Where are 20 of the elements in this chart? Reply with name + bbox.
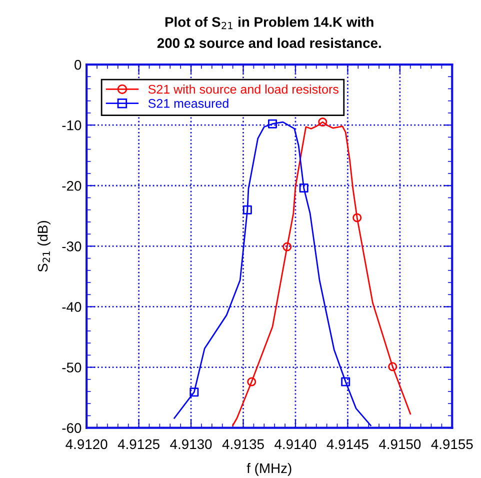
- legend-label: S21 with source and load resistors: [148, 84, 338, 94]
- x-tick-label: 4.9130: [170, 439, 212, 450]
- y-tick-label: -50: [62, 362, 82, 372]
- chart-title: Plot of S$_{21}$ in Problem 14.K with 200 Ω source and load resistance.: [157, 16, 381, 48]
- y-tick-label: -10: [62, 120, 82, 130]
- y-tick-label: -60: [62, 423, 82, 433]
- x-axis-title: f (MHz): [246, 462, 292, 476]
- x-tick-label: 4.9150: [379, 439, 421, 450]
- x-tick-label: 4.9145: [326, 439, 368, 450]
- y-tick-label: -40: [62, 302, 82, 312]
- y-axis-title: S$_{21}$ (dB): [37, 220, 50, 272]
- x-tick-label: 4.9140: [274, 439, 316, 450]
- y-tick-label: -20: [62, 180, 82, 191]
- legend-label: S21 measured: [148, 98, 228, 108]
- y-tick-label: 0: [74, 60, 82, 70]
- x-tick-label: 4.9135: [222, 439, 264, 450]
- y-tick-label: -30: [62, 242, 82, 252]
- x-tick-label: 4.9120: [66, 439, 108, 450]
- x-tick-label: 4.9155: [431, 439, 473, 450]
- x-tick-label: 4.9125: [118, 439, 160, 450]
